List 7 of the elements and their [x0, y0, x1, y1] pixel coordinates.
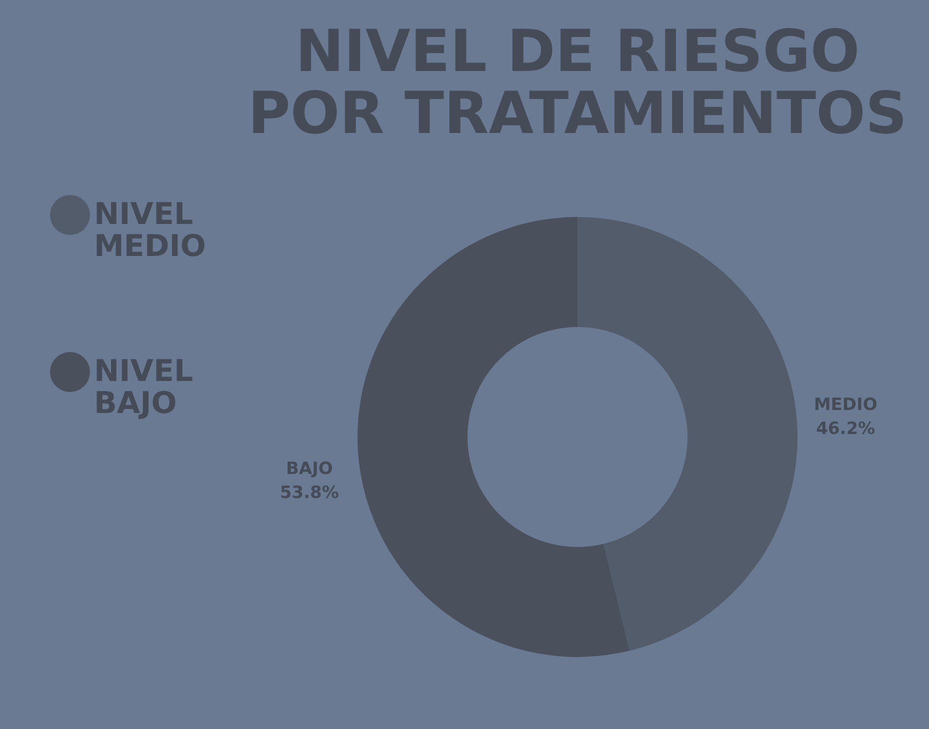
legend-label: NIVEL BAJO [94, 354, 194, 421]
donut-slice [578, 217, 798, 651]
legend-label: NIVEL MEDIO [94, 197, 206, 264]
donut-slice [358, 217, 630, 657]
chart-title: NIVEL DE RIESGO POR TRATAMIENTOS [248, 17, 908, 147]
data-label: MEDIO 46.2% [814, 394, 878, 439]
data-label: BAJO 53.8% [280, 459, 339, 504]
